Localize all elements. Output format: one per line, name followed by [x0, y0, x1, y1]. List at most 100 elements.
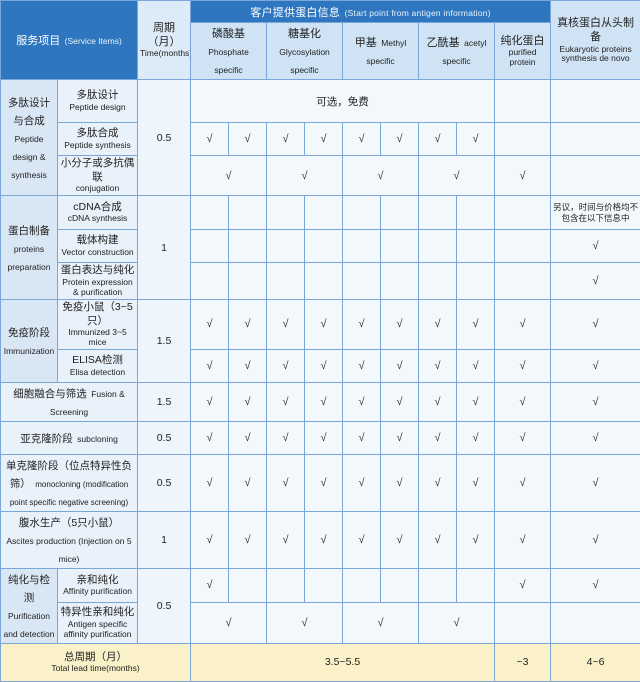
- row-label-en: Antigen specific affinity purification: [63, 618, 132, 639]
- check-cell: √: [266, 381, 306, 422]
- empty-cell: [304, 262, 344, 301]
- check-cell: √: [494, 154, 552, 197]
- row-label-zh: cDNA合成: [73, 200, 122, 213]
- empty-cell: [494, 229, 552, 264]
- total-label: 总周期（月） Total lead time(months): [0, 642, 192, 682]
- row-label-zh: 细胞融合与筛选: [13, 387, 87, 400]
- mod-methyl-en: Methyl specific: [366, 38, 407, 66]
- check-cell: √: [190, 299, 230, 350]
- empty-cell: [494, 601, 552, 644]
- row-label-elisa: ELISA检测 Elisa detection: [56, 348, 139, 383]
- row-label-subcloning: 亚克隆阶段 subcloning: [0, 420, 139, 455]
- check-cell: √: [228, 453, 268, 512]
- check-cell: √: [494, 420, 552, 455]
- check-cell: √: [380, 122, 420, 156]
- empty-cell: [456, 567, 496, 603]
- mod-phosphate-zh: 磷酸基: [212, 28, 246, 40]
- empty-cell: [550, 601, 640, 644]
- antigen-info-en: (Start point from antigen information): [344, 7, 491, 18]
- check-cell: √: [418, 122, 458, 156]
- mod-glycosylation-en: Glycosylation specific: [279, 47, 330, 75]
- row-label-conjugation: 小分子或多抗偶联 conjugation: [56, 154, 139, 197]
- group-label-zh: 多肽设计与合成: [8, 96, 50, 127]
- row-label-zh: 免疫小鼠（3~5只）: [62, 301, 133, 327]
- check-cell: √: [190, 122, 230, 156]
- check-cell: √: [266, 348, 306, 383]
- check-cell: √: [342, 154, 420, 197]
- empty-cell: [228, 229, 268, 264]
- empty-cell: [342, 229, 382, 264]
- row-label-zh: 多肽合成: [76, 127, 119, 140]
- row-label-zh: 腹水生产（5只小鼠）: [18, 516, 120, 529]
- check-cell: √: [418, 299, 458, 350]
- check-cell: √: [380, 453, 420, 512]
- eukaryotic-header: 真核蛋白从头制备 Eukaryotic proteins synthesis d…: [550, 0, 640, 80]
- service-items-en: (Service Items): [64, 36, 122, 46]
- check-cell: √: [342, 122, 382, 156]
- empty-cell: [228, 262, 268, 301]
- service-items-zh: 服务项目: [16, 35, 61, 47]
- row-label-zh: 单克隆阶段（位点特异性负筛）: [6, 459, 132, 490]
- mod-header-glycosylation: 糖基化 Glycosylation specific: [266, 22, 344, 80]
- row-label-en: Affinity purification: [63, 586, 132, 597]
- check-cell: √: [228, 381, 268, 422]
- antigen-info-header: 客户提供蛋白信息 (Start point from antigen infor…: [190, 0, 552, 23]
- empty-cell: [494, 122, 552, 156]
- check-cell: √: [550, 381, 640, 422]
- check-cell: √: [380, 420, 420, 455]
- check-cell: √: [266, 420, 306, 455]
- check-cell: √: [342, 299, 382, 350]
- check-cell: √: [494, 299, 552, 350]
- check-cell: √: [494, 510, 552, 569]
- empty-cell: [380, 262, 420, 301]
- empty-cell: [494, 262, 552, 301]
- row-label-en: Peptide synthesis: [64, 139, 131, 150]
- purified-protein-en: purified protein: [508, 47, 537, 68]
- check-cell: √: [550, 510, 640, 569]
- check-cell: √: [380, 348, 420, 383]
- empty-cell: [380, 195, 420, 231]
- check-cell: √: [266, 601, 344, 644]
- empty-cell: [380, 229, 420, 264]
- antigen-info-zh: 客户提供蛋白信息: [250, 6, 340, 19]
- empty-cell: [228, 195, 268, 231]
- row-label-zh: 特异性亲和纯化: [60, 606, 135, 619]
- empty-cell: [304, 567, 344, 603]
- row-label-zh: 小分子或多抗偶联: [60, 157, 135, 183]
- check-cell: √: [550, 262, 640, 301]
- row-label-zh: 载体构建: [76, 234, 119, 247]
- period-value: 1: [137, 195, 192, 301]
- check-cell: √: [342, 381, 382, 422]
- period-header: 周期（月） Time(months): [137, 0, 192, 80]
- row-label-ascites: 腹水生产（5只小鼠） Ascites production (Injection…: [0, 510, 139, 569]
- check-cell: √: [418, 601, 496, 644]
- check-cell: √: [266, 154, 344, 197]
- row-label-affinity-purification: 亲和纯化 Affinity purification: [56, 567, 139, 603]
- mod-header-phosphate: 磷酸基 Phosphate specific: [190, 22, 268, 80]
- empty-cell: [418, 262, 458, 301]
- check-cell: √: [494, 381, 552, 422]
- empty-cell: [456, 229, 496, 264]
- group-label-zh: 蛋白制备: [8, 224, 50, 237]
- group-label-zh: 免疫阶段: [8, 326, 50, 339]
- empty-cell: [456, 262, 496, 301]
- mod-acetyl-zh: 乙酰基: [426, 37, 460, 49]
- total-label-zh: 总周期（月）: [64, 650, 127, 663]
- check-cell: √: [456, 299, 496, 350]
- empty-cell: [550, 122, 640, 156]
- row-label-protein-expression: 蛋白表达与纯化 Protein expression & purificatio…: [56, 262, 139, 301]
- check-cell: √: [550, 348, 640, 383]
- eukaryotic-header-zh: 真核蛋白从头制备: [557, 16, 635, 44]
- check-cell: √: [342, 453, 382, 512]
- row-label-immunized-mice: 免疫小鼠（3~5只） Immunized 3~5 mice: [56, 299, 139, 350]
- check-cell: √: [304, 510, 344, 569]
- group-purification-detection: 纯化与检测 Purification and detection: [0, 567, 58, 644]
- check-cell: √: [228, 122, 268, 156]
- row-label-en: Protein expression & purification: [62, 277, 133, 297]
- empty-cell: [304, 195, 344, 231]
- check-cell: √: [190, 420, 230, 455]
- service-items-header: 服务项目 (Service Items): [0, 0, 139, 80]
- row-label-en: subcloning: [77, 433, 118, 444]
- check-cell: √: [228, 510, 268, 569]
